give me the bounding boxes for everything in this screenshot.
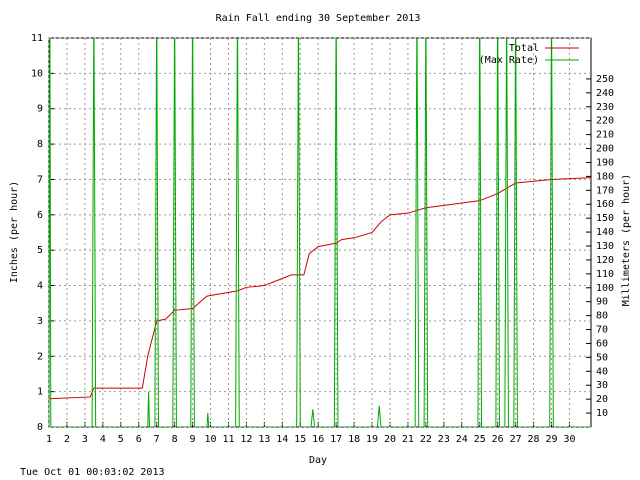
y2-tick-label: 120	[596, 255, 614, 266]
y-tick-label: 8	[37, 139, 43, 150]
x-tick-label: 13	[258, 434, 270, 445]
y-axis-label: Inches (per hour)	[9, 181, 20, 283]
y-tick-label: 9	[37, 104, 43, 115]
x-tick-label: 22	[420, 434, 432, 445]
y-tick-label: 4	[37, 281, 43, 292]
x-tick-label: 14	[276, 434, 288, 445]
x-tick-label: 10	[204, 434, 216, 445]
y2-tick-label: 110	[596, 269, 614, 280]
x-tick-label: 28	[528, 434, 540, 445]
y2-axis-label: Millimeters (per hour)	[621, 174, 632, 306]
x-tick-label: 25	[474, 434, 486, 445]
y2-tick-label: 180	[596, 171, 614, 182]
y2-tick-label: 200	[596, 144, 614, 155]
y2-tick-label: 40	[596, 366, 608, 377]
y2-tick-label: 160	[596, 199, 614, 210]
x-tick-label: 16	[312, 434, 324, 445]
x-tick-label: 27	[510, 434, 522, 445]
x-tick-label: 15	[294, 434, 306, 445]
y2-tick-label: 240	[596, 88, 614, 99]
y2-tick-label: 150	[596, 213, 614, 224]
x-tick-label: 7	[154, 434, 160, 445]
x-tick-label: 8	[172, 434, 178, 445]
y2-tick-label: 20	[596, 394, 608, 405]
y-tick-label: 0	[37, 422, 43, 433]
x-tick-label: 23	[438, 434, 450, 445]
chart-title: Rain Fall ending 30 September 2013	[216, 13, 421, 24]
x-tick-label: 24	[456, 434, 468, 445]
x-tick-label: 6	[136, 434, 142, 445]
y-tick-label: 7	[37, 174, 43, 185]
x-tick-label: 30	[563, 434, 575, 445]
x-tick-label: 11	[222, 434, 234, 445]
x-tick-label: 29	[545, 434, 557, 445]
y2-tick-label: 170	[596, 185, 614, 196]
y2-tick-label: 210	[596, 130, 614, 141]
y2-tick-label: 100	[596, 283, 614, 294]
x-tick-label: 26	[492, 434, 504, 445]
y-tick-label: 11	[31, 33, 43, 44]
legend-label: (Max Rate)	[479, 55, 539, 66]
y2-tick-label: 90	[596, 297, 608, 308]
series-line	[49, 38, 591, 427]
x-axis-label: Day	[309, 455, 327, 466]
y2-tick-label: 190	[596, 157, 614, 168]
x-tick-label: 21	[402, 434, 414, 445]
plot-area	[49, 38, 591, 427]
y2-tick-label: 130	[596, 241, 614, 252]
y2-tick-label: 60	[596, 338, 608, 349]
y2-tick-label: 80	[596, 311, 608, 322]
y2-tick-label: 70	[596, 325, 608, 336]
y2-tick-label: 30	[596, 380, 608, 391]
y-tick-label: 6	[37, 210, 43, 221]
footer: Tue Oct 01 00:03:02 2013	[20, 467, 165, 478]
y-tick-label: 2	[37, 351, 43, 362]
x-tick-label: 4	[100, 434, 106, 445]
y2-tick-label: 140	[596, 227, 614, 238]
series-line	[49, 177, 591, 400]
x-tick-label: 9	[190, 434, 196, 445]
y-tick-label: 3	[37, 316, 43, 327]
x-tick-label: 12	[240, 434, 252, 445]
x-tick-label: 20	[384, 434, 396, 445]
x-tick-label: 17	[330, 434, 342, 445]
legend-label: Total	[509, 43, 539, 54]
y-tick-label: 1	[37, 387, 43, 398]
y-tick-label: 10	[31, 68, 43, 79]
y2-tick-label: 50	[596, 352, 608, 363]
y2-tick-label: 220	[596, 116, 614, 127]
y2-tick-label: 250	[596, 74, 614, 85]
x-tick-label: 2	[64, 434, 70, 445]
x-tick-label: 5	[118, 434, 124, 445]
y-tick-label: 5	[37, 245, 43, 256]
y2-tick-label: 10	[596, 408, 608, 419]
x-tick-label: 3	[82, 434, 88, 445]
x-tick-label: 1	[46, 434, 52, 445]
y2-tick-label: 230	[596, 102, 614, 113]
x-tick-label: 19	[366, 434, 378, 445]
x-tick-label: 18	[348, 434, 360, 445]
